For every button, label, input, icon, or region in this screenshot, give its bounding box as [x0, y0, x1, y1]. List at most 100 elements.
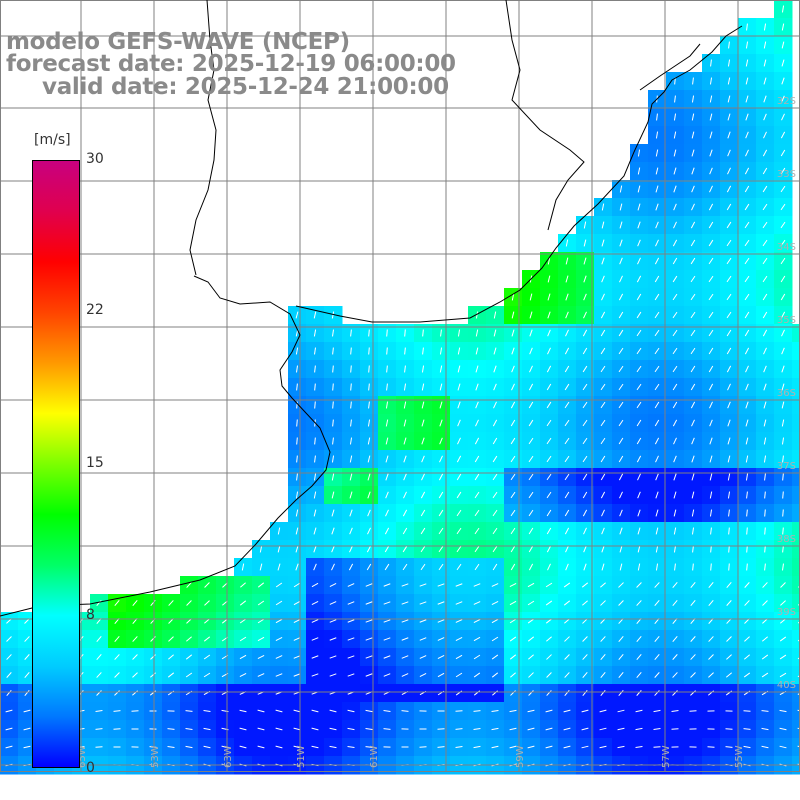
wind-arrow	[421, 383, 425, 391]
wind-arrow	[455, 654, 463, 660]
wind-arrow	[762, 167, 768, 175]
wind-arrow	[437, 654, 445, 660]
wind-arrow	[311, 600, 319, 606]
wind-arrow	[150, 654, 156, 660]
wind-speed-cell	[792, 558, 800, 577]
wind-arrow	[385, 419, 389, 427]
wind-arrow	[655, 563, 659, 571]
lat-label: 32S	[777, 96, 796, 107]
wind-arrow	[437, 601, 445, 605]
wind-arrow	[329, 601, 337, 605]
wind-arrow	[708, 311, 714, 319]
wind-arrow	[368, 329, 370, 337]
model-title: modelo GEFS-WAVE (NCEP)	[6, 29, 350, 55]
lagoon-coast	[639, 43, 701, 91]
wind-arrow	[455, 728, 463, 730]
wind-arrow	[601, 293, 605, 301]
wind-arrow	[474, 545, 480, 553]
wind-arrow	[204, 582, 210, 588]
wind-arrow	[457, 419, 461, 427]
wind-arrow	[132, 600, 138, 606]
wind-arrow	[582, 437, 588, 445]
wind-arrow	[5, 727, 13, 731]
wind-arrow	[600, 600, 606, 606]
wind-arrow	[781, 77, 785, 85]
wind-arrow	[565, 563, 569, 571]
wind-arrow	[114, 654, 120, 660]
wind-arrow	[582, 365, 588, 373]
wind-arrow	[727, 401, 731, 409]
wind-arrow	[782, 455, 784, 463]
wind-arrow	[726, 275, 732, 283]
wind-arrow	[763, 383, 767, 391]
wind-arrow	[149, 746, 157, 748]
wind-arrow	[311, 582, 319, 588]
wind-arrow	[746, 491, 748, 499]
wind-arrow	[654, 582, 660, 588]
wind-arrow	[763, 419, 767, 427]
wind-arrow	[690, 257, 696, 265]
wind-arrow	[782, 509, 784, 517]
wind-arrow	[564, 437, 570, 445]
wind-arrow	[491, 636, 499, 642]
wind-arrow	[599, 745, 607, 749]
wind-arrow	[565, 293, 569, 301]
wind-arrow	[655, 491, 659, 499]
wind-arrow	[619, 563, 623, 571]
wind-arrow	[239, 600, 247, 606]
wind-arrow	[673, 167, 677, 175]
wind-arrow	[779, 727, 787, 731]
wind-arrow	[744, 636, 750, 642]
wind-arrow	[727, 383, 731, 391]
wind-arrow	[437, 619, 445, 623]
wind-arrow	[492, 690, 498, 696]
wind-arrow	[691, 131, 695, 139]
wind-arrow	[782, 527, 784, 535]
wind-arrow	[637, 473, 641, 481]
wind-arrow	[331, 545, 335, 553]
wind-arrow	[329, 582, 337, 588]
wind-arrow	[709, 473, 713, 481]
wind-arrow	[655, 239, 659, 247]
wind-arrow	[763, 131, 767, 139]
wind-arrow	[635, 746, 643, 748]
wind-arrow	[332, 383, 334, 391]
wind-arrow	[564, 690, 570, 696]
wind-arrow	[564, 419, 570, 427]
wind-arrow	[275, 655, 283, 659]
wind-arrow	[311, 655, 319, 659]
wind-arrow	[708, 600, 714, 606]
wind-arrow	[564, 527, 570, 535]
wind-arrow	[419, 655, 427, 659]
wind-arrow	[455, 619, 463, 623]
wind-arrow	[727, 437, 731, 445]
wind-arrow	[690, 347, 696, 355]
wind-arrow	[762, 600, 768, 606]
wind-arrow	[744, 257, 750, 265]
wind-arrow	[385, 473, 389, 481]
wind-arrow	[709, 419, 713, 427]
wind-speed-cell	[792, 540, 800, 559]
wind-arrow	[673, 185, 677, 193]
wind-arrow	[96, 690, 102, 696]
wind-arrow	[546, 365, 552, 373]
wind-arrow	[132, 636, 138, 642]
wind-arrow	[329, 709, 337, 713]
wind-arrow	[600, 473, 606, 481]
wind-arrow	[565, 545, 569, 553]
wind-arrow	[239, 709, 247, 713]
wind-speed-cell	[792, 648, 800, 667]
wind-arrow	[743, 745, 751, 749]
wind-arrow	[564, 383, 570, 391]
wind-arrow	[583, 239, 587, 247]
wind-arrow	[619, 257, 623, 265]
wind-arrow	[619, 545, 623, 553]
wind-arrow	[257, 654, 265, 660]
wind-arrow	[259, 563, 263, 571]
wind-arrow	[257, 673, 265, 677]
wind-arrow	[618, 347, 624, 355]
wind-arrow	[474, 491, 480, 499]
wind-arrow	[727, 131, 731, 139]
wind-arrow	[474, 455, 480, 463]
